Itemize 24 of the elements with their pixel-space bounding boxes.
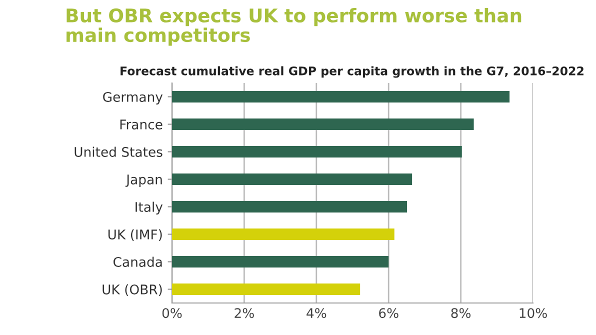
x-tick-label: 4% bbox=[306, 308, 326, 318]
bar bbox=[172, 173, 412, 186]
bar bbox=[172, 118, 474, 130]
y-tick-label: Canada bbox=[114, 256, 162, 267]
y-tick-label: Japan bbox=[125, 174, 162, 188]
bar bbox=[172, 228, 394, 240]
x-tick-label: 6% bbox=[379, 308, 398, 318]
x-tick-label: 2% bbox=[234, 308, 254, 318]
bar bbox=[172, 283, 360, 296]
x-tick-label: 8% bbox=[451, 308, 471, 318]
bar bbox=[172, 200, 408, 213]
chart-subtitle: Forecast cumulative real GDP per capita growth in the G7, 2016–2022 bbox=[120, 66, 584, 78]
y-tick-label: Germany bbox=[103, 92, 163, 105]
y-tick-label: UK (IMF) bbox=[108, 229, 162, 242]
bar bbox=[172, 146, 462, 158]
y-tick-label: UK (OBR) bbox=[102, 284, 162, 296]
y-tick-label: Italy bbox=[136, 202, 163, 215]
chart-title: But OBR expects UK to perform worse than main competitors bbox=[66, 8, 522, 46]
x-tick-label: 10% bbox=[520, 308, 547, 318]
y-tick-label: United States bbox=[74, 146, 162, 157]
x-tick-label: 0% bbox=[162, 308, 182, 318]
bar bbox=[172, 90, 510, 103]
bar bbox=[172, 256, 389, 268]
y-tick-label: France bbox=[120, 120, 162, 130]
